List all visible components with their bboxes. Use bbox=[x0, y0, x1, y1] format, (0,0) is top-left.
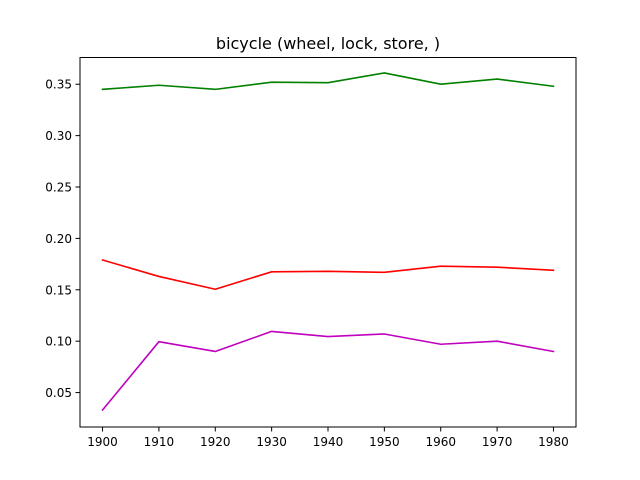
x-tick-label: 1900 bbox=[87, 435, 118, 449]
y-tick-label: 0.05 bbox=[45, 386, 72, 400]
y-tick-label: 0.35 bbox=[45, 78, 72, 92]
chart-title: bicycle (wheel, lock, store, ) bbox=[216, 34, 440, 53]
series-line-3 bbox=[101, 330, 555, 412]
x-tick-label: 1980 bbox=[538, 435, 569, 449]
x-tick-label: 1940 bbox=[313, 435, 344, 449]
x-axis: 1900 1910 1920 1930 1940 1950 1960 1970 1980 bbox=[87, 427, 569, 449]
series-layer bbox=[101, 72, 555, 412]
x-tick-label: 1950 bbox=[369, 435, 400, 449]
x-tick-label: 1930 bbox=[256, 435, 287, 449]
y-tick-label: 0.30 bbox=[45, 129, 72, 143]
y-tick-label: 0.15 bbox=[45, 283, 72, 297]
y-tick-label: 0.25 bbox=[45, 181, 72, 195]
x-tick-label: 1960 bbox=[425, 435, 456, 449]
x-tick-label: 1970 bbox=[482, 435, 513, 449]
series-line-2 bbox=[101, 258, 555, 291]
series-line-1 bbox=[101, 72, 555, 91]
x-tick-label: 1910 bbox=[144, 435, 175, 449]
plot-area-frame bbox=[79, 57, 577, 428]
y-tick-label: 0.20 bbox=[45, 232, 72, 246]
y-axis: 0.05 0.10 0.15 0.20 0.25 0.30 0.35 bbox=[45, 78, 80, 400]
y-tick-label: 0.10 bbox=[45, 335, 72, 349]
x-tick-label: 1920 bbox=[200, 435, 231, 449]
